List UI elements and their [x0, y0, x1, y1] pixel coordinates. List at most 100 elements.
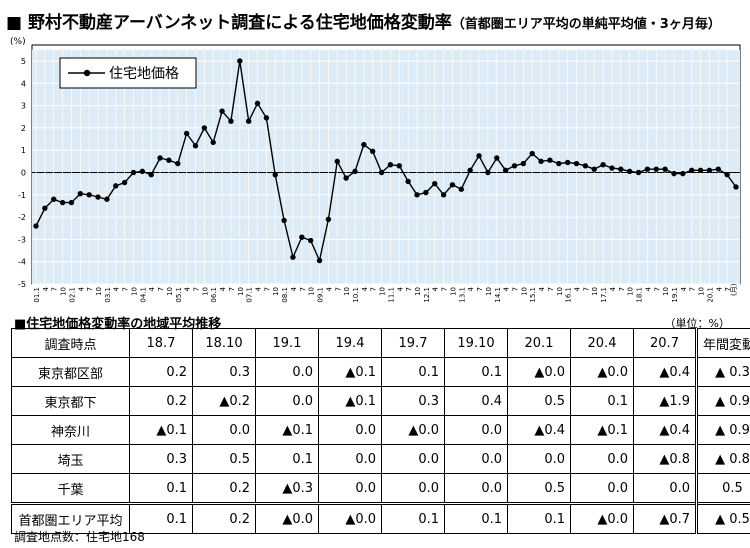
- x-tick-label: 4: [574, 286, 582, 291]
- data-point: [51, 196, 57, 202]
- data-point: [33, 223, 39, 229]
- x-tick-label: 7: [299, 287, 307, 291]
- table-cell: 0.0: [318, 444, 382, 474]
- table-cell: 0.5: [507, 386, 571, 416]
- table-cell: 0.0: [570, 473, 634, 504]
- data-point: [210, 139, 216, 146]
- data-point: [113, 183, 119, 189]
- page-title: ■ 野村不動産アーバンネット調査による住宅地価格変動率（首都圏エリア平均の単純平…: [6, 8, 721, 33]
- x-tick-label: 10: [60, 287, 68, 296]
- x-tick-label: 4: [432, 286, 440, 291]
- row-label: 千葉: [11, 473, 130, 504]
- annual-cell: ▲ 0.3: [695, 357, 750, 387]
- data-point: [600, 161, 606, 168]
- y-tick-label: 3: [21, 102, 26, 111]
- data-point: [201, 125, 208, 131]
- data-point: [299, 234, 305, 240]
- row-label: 東京都区部: [11, 357, 130, 387]
- column-header: 19.1: [255, 328, 319, 358]
- table-cell: 0.1: [570, 386, 634, 416]
- average-row: 首都圏エリア平均 0.1 0.2 ▲0.0 ▲0.0 0.1 0.1 0.1 ▲…: [11, 502, 750, 534]
- x-tick-label: 03.1: [104, 287, 112, 303]
- data-point: [121, 179, 128, 186]
- table-cell: 0.3: [381, 386, 445, 416]
- table-row: 東京都区部 0.2 0.3 0.0 ▲0.1 0.1 0.1 ▲0.0 ▲0.0…: [11, 357, 750, 387]
- table-cell: 0.0: [318, 473, 382, 504]
- data-point: [396, 163, 402, 169]
- y-tick-label: -4: [18, 258, 26, 267]
- survey-point-count-note: 調査地点数：住宅地168: [14, 530, 145, 544]
- table-cell: ▲0.1: [129, 415, 193, 445]
- table-cell: 0.3: [129, 444, 193, 474]
- x-tick-label: 4: [680, 286, 688, 291]
- data-point: [175, 160, 181, 167]
- x-tick-label: 7: [618, 287, 626, 291]
- x-tick-label: 4: [538, 286, 546, 291]
- data-point: [556, 160, 562, 167]
- data-point: [307, 237, 314, 244]
- table-unit: （単位：%）: [664, 317, 730, 330]
- x-tick-label: 07.1: [246, 287, 254, 303]
- x-tick-label: 19.1: [671, 287, 679, 303]
- y-tick-label: 4: [21, 79, 26, 88]
- x-tick-label: 10: [591, 287, 599, 296]
- table-row: 埼玉 0.3 0.5 0.1 0.0 0.0 0.0 0.0 0.0 ▲0.8 …: [11, 444, 750, 474]
- column-header: 19.4: [318, 328, 382, 358]
- data-point: [68, 199, 75, 206]
- x-tick-label: 09.1: [317, 287, 325, 303]
- x-tick-label: 10: [272, 287, 280, 296]
- x-tick-label: 7: [228, 287, 236, 291]
- table-cell: 0.0: [444, 444, 508, 474]
- x-tick-label: 10: [662, 287, 670, 296]
- x-tick-label: 7: [724, 287, 732, 291]
- x-tick-label: 7: [405, 287, 413, 291]
- legend-marker-swatch: [83, 69, 91, 77]
- table-cell: 0.1: [129, 502, 193, 534]
- x-tick-label: 7: [263, 287, 271, 291]
- table-cell: ▲0.0: [570, 357, 634, 387]
- x-tick-label: 7: [441, 287, 449, 291]
- table-cell: 0.0: [255, 386, 319, 416]
- x-tick-label: 4: [77, 286, 85, 291]
- table-cell: ▲0.7: [633, 502, 697, 534]
- data-point: [680, 170, 686, 177]
- legend: 住宅地価格: [59, 57, 197, 89]
- table-cell: 0.1: [444, 357, 508, 387]
- x-tick-labels: 01.1 4 7 10 02.1 4 7 10 03.1 4 7 10 04.1 4 7 10 05.1 4 7 10…: [33, 286, 732, 302]
- x-tick-label: 7: [51, 287, 59, 291]
- x-tick-label: 4: [503, 286, 511, 291]
- table-row: 千葉 0.1 0.2 ▲0.3 0.0 0.0 0.0 0.5 0.0 0.0 …: [11, 473, 750, 504]
- x-tick-label: 10: [379, 287, 387, 296]
- y-tick-labels: 5 4 3 2 1 0 -1 -2 -3 -4 -5: [18, 57, 26, 289]
- table-cell: 0.0: [255, 357, 319, 387]
- x-tick-label: 4: [113, 286, 121, 291]
- data-point: [671, 170, 677, 177]
- x-tick-label: 4: [609, 286, 617, 291]
- regional-average-table: 調査時点 18.7 18.10 19.1 19.4 19.7 19.10 20.…: [11, 328, 750, 534]
- table-cell: ▲0.4: [633, 415, 697, 445]
- table-cell: 0.2: [192, 502, 256, 534]
- x-tick-label: 02.1: [68, 287, 76, 303]
- x-tick-label: 05.1: [175, 287, 183, 303]
- table-cell: 0.1: [507, 502, 571, 534]
- x-axis-end-label: (月): [730, 283, 738, 296]
- y-tick-label: 0: [21, 169, 26, 178]
- x-tick-label: 7: [370, 287, 378, 291]
- data-point: [520, 160, 527, 167]
- data-point: [733, 184, 739, 190]
- x-tick-label: 18.1: [636, 287, 644, 303]
- data-point: [688, 167, 695, 173]
- table-cell: 0.2: [192, 473, 256, 504]
- data-point: [281, 217, 287, 224]
- x-tick-label: 10: [449, 287, 457, 296]
- x-tick-label: 14.1: [494, 287, 502, 303]
- table-cell: ▲0.4: [633, 357, 697, 387]
- corner-header: 調査時点: [11, 328, 130, 358]
- x-tick-label: 4: [148, 286, 156, 291]
- table-row: 神奈川 ▲0.1 0.0 ▲0.1 0.0 ▲0.0 0.0 ▲0.4 ▲0.1…: [11, 415, 750, 445]
- data-point: [547, 157, 553, 163]
- data-point: [440, 192, 447, 198]
- data-point: [618, 166, 624, 172]
- y-tick-label: -2: [18, 213, 26, 222]
- annual-cell: 0.5: [695, 473, 750, 504]
